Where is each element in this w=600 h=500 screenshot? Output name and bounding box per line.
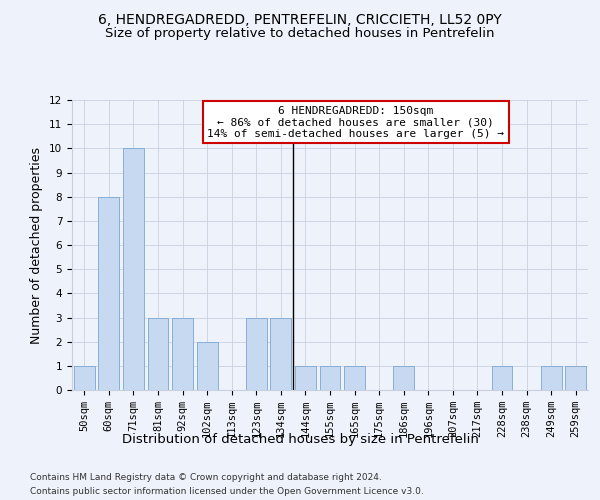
Bar xyxy=(74,366,95,390)
Text: Contains public sector information licensed under the Open Government Licence v3: Contains public sector information licen… xyxy=(30,488,424,496)
Bar xyxy=(344,366,365,390)
Text: Distribution of detached houses by size in Pentrefelin: Distribution of detached houses by size … xyxy=(122,432,478,446)
Bar xyxy=(393,366,414,390)
Bar xyxy=(172,318,193,390)
Bar xyxy=(565,366,586,390)
Bar xyxy=(295,366,316,390)
Bar xyxy=(148,318,169,390)
Bar xyxy=(123,148,144,390)
Bar xyxy=(246,318,267,390)
Text: 6, HENDREGADREDD, PENTREFELIN, CRICCIETH, LL52 0PY: 6, HENDREGADREDD, PENTREFELIN, CRICCIETH… xyxy=(98,12,502,26)
Y-axis label: Number of detached properties: Number of detached properties xyxy=(31,146,43,344)
Bar xyxy=(98,196,119,390)
Bar xyxy=(271,318,292,390)
Bar xyxy=(320,366,340,390)
Bar xyxy=(197,342,218,390)
Bar xyxy=(491,366,512,390)
Text: Contains HM Land Registry data © Crown copyright and database right 2024.: Contains HM Land Registry data © Crown c… xyxy=(30,472,382,482)
Text: 6 HENDREGADREDD: 150sqm
← 86% of detached houses are smaller (30)
14% of semi-de: 6 HENDREGADREDD: 150sqm ← 86% of detache… xyxy=(208,106,504,139)
Text: Size of property relative to detached houses in Pentrefelin: Size of property relative to detached ho… xyxy=(105,28,495,40)
Bar xyxy=(541,366,562,390)
